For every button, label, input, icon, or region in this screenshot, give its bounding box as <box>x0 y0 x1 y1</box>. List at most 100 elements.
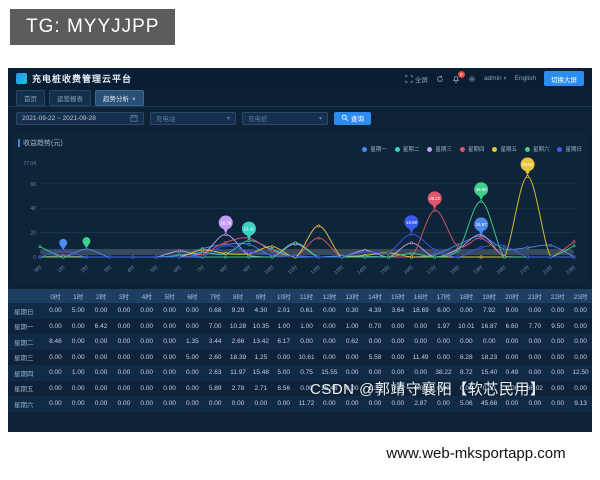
tab-运营报表[interactable]: 运营报表 <box>49 89 91 106</box>
table-cell: 0.00 <box>140 307 154 315</box>
table-cell: 0.00 <box>323 322 336 330</box>
table-cell: 25.46 <box>321 384 338 392</box>
tab-趋势分析[interactable]: 趋势分析 × <box>95 89 144 106</box>
table-cell: 2.78 <box>231 384 245 392</box>
table-cell: 4.30 <box>254 307 268 315</box>
table-cell: 0.70 <box>368 322 382 330</box>
search-icon <box>341 114 349 122</box>
table-cell: 0.00 <box>414 369 427 377</box>
legend-item-星期四[interactable]: 星期四 <box>459 145 484 153</box>
table-cell: 0.00 <box>391 322 405 330</box>
table-cell: 0.00 <box>117 353 131 361</box>
table-cell: 0.00 <box>437 384 450 392</box>
refresh-icon <box>436 75 444 83</box>
legend-dot-icon <box>394 146 400 152</box>
table-cell: 0.00 <box>277 400 291 408</box>
table-hour-header: 22时 <box>546 289 570 303</box>
settings-button[interactable] <box>468 75 476 83</box>
table-cell: 0.00 <box>551 400 564 408</box>
table-body: 星期日 0.00 5.00 0.00 0.00 0.00 0.00 0.00 0.68 9.29 4… <box>8 303 592 412</box>
table-cell: 15.55 <box>321 369 338 377</box>
svg-text:2时: 2时 <box>79 264 89 274</box>
legend-item-星期一[interactable]: 星期一 <box>362 145 387 153</box>
table-cell: 1.00 <box>71 369 85 377</box>
table-cell: 0.00 <box>300 384 313 392</box>
row-label: 星期二 <box>14 339 34 347</box>
table-cell: 0.00 <box>186 369 199 377</box>
table-hour-header: 0时 <box>44 289 67 303</box>
table-cell: 9.13 <box>574 400 587 408</box>
table-cell: 0.00 <box>574 307 587 315</box>
notifications-button[interactable]: 6 <box>452 70 465 83</box>
table-hour-header: 6时 <box>180 289 204 303</box>
table-cell: 0.00 <box>186 307 199 315</box>
table-cell: 4.39 <box>368 307 382 315</box>
panel-title-text: 收益趋势(元) <box>23 140 63 147</box>
station-select[interactable]: 充电站 ▾ <box>150 111 236 125</box>
table-row-星期四: 星期四 0.00 1.00 0.00 0.00 0.00 0.00 0.00 2.63 11.97… <box>8 365 592 381</box>
chevron-down-icon: ▾ <box>226 115 230 122</box>
tab-首页[interactable]: 首页 <box>16 89 45 106</box>
table-cell: 5.00 <box>277 369 291 377</box>
svg-text:11时: 11时 <box>286 264 298 276</box>
svg-text:20时: 20时 <box>495 264 508 276</box>
svg-text:14时: 14时 <box>356 264 369 276</box>
table-cell: 0.00 <box>140 384 154 392</box>
svg-text:0: 0 <box>33 255 36 261</box>
table-head: 0时 1时 2时 3时 4时 5时 6时 7时 8时 9时 10时 11时 12时 13时 14时 15时 16… <box>8 289 592 303</box>
table-cell: 0.00 <box>574 384 587 392</box>
table-cell: 0.00 <box>323 400 336 408</box>
legend-item-星期日[interactable]: 星期日 <box>557 145 582 153</box>
legend-item-星期三[interactable]: 星期三 <box>427 145 452 153</box>
search-button[interactable]: 查询 <box>334 111 371 125</box>
table-cell: 16.87 <box>481 322 498 330</box>
refresh-button[interactable] <box>436 75 444 83</box>
date-range-picker[interactable]: 2021-09-22 ~ 2021-09-28 <box>16 111 144 125</box>
pile-select[interactable]: 充电桩 ▾ <box>242 111 328 125</box>
svg-text:60: 60 <box>30 182 36 188</box>
table-cell: 0.00 <box>140 369 154 377</box>
table-cell: 0.00 <box>551 353 564 361</box>
legend-item-星期五[interactable]: 星期五 <box>492 145 517 153</box>
trend-chart[interactable]: 0 20 40 60 77.04 0时 1时 2时 3时 4时 5时 6时 7时 8时 9时 10时 11时 12… <box>14 157 592 279</box>
table-cell: 0.00 <box>49 322 62 330</box>
chart-legend: 星期一 星期二 星期三 星期四 星期五 星期六 星期日 <box>362 145 582 153</box>
big-screen-button[interactable]: 切换大屏 <box>544 71 584 86</box>
table-cell: 0.00 <box>551 369 564 377</box>
table-cell: 0.00 <box>186 400 199 408</box>
table-cell: 0.00 <box>551 338 564 346</box>
language-switch[interactable]: English <box>515 75 536 82</box>
legend-item-星期二[interactable]: 星期二 <box>394 145 420 153</box>
table-cell: 0.00 <box>71 384 85 392</box>
close-icon[interactable]: × <box>132 96 136 103</box>
fullscreen-button[interactable]: 全屏 <box>405 74 428 84</box>
logo-icon <box>16 73 27 84</box>
table-cell: 0.00 <box>71 338 85 346</box>
table-cell: 0.00 <box>482 384 496 392</box>
table-cell: 2.60 <box>208 353 222 361</box>
legend-label: 星期日 <box>565 147 582 153</box>
user-menu[interactable]: admin ▾ <box>484 75 507 82</box>
table-cell: 0.00 <box>231 400 245 408</box>
table-cell: 10.61 <box>298 353 315 361</box>
tab-bar: 首页 运营报表 趋势分析 × <box>8 89 592 107</box>
table-hour-header: 19时 <box>477 289 501 303</box>
table-cell: 5.00 <box>71 307 85 315</box>
table-cell: 12.50 <box>572 369 589 377</box>
table-cell: 0.00 <box>254 400 268 408</box>
table-cell: 6.60 <box>505 322 519 330</box>
legend-label: 星期五 <box>500 147 517 153</box>
legend-item-星期六[interactable]: 星期六 <box>524 145 549 153</box>
svg-text:20: 20 <box>30 231 36 237</box>
table-cell: 0.00 <box>551 384 564 392</box>
table-cell: 0.00 <box>391 400 405 408</box>
table-cell: 0.00 <box>94 338 108 346</box>
table-row-星期二: 星期二 8.46 0.00 0.00 0.00 0.00 0.00 1.35 3.44 2.66 1… <box>8 334 592 350</box>
table-cell: 7.70 <box>528 322 542 330</box>
legend-label: 星期二 <box>402 147 420 153</box>
row-label: 星期三 <box>14 355 34 363</box>
table-cell: 0.00 <box>140 353 154 361</box>
table-row-星期一: 星期一 0.00 0.00 6.42 0.00 0.00 0.00 0.00 7.00 10.28… <box>8 318 592 334</box>
svg-text:18.39: 18.39 <box>220 220 231 225</box>
